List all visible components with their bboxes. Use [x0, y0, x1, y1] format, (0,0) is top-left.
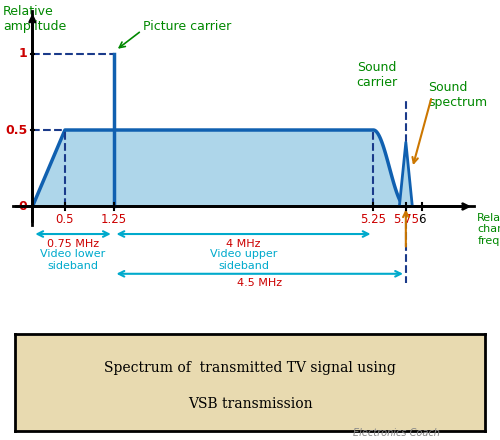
Polygon shape — [32, 130, 406, 206]
Text: 1.25: 1.25 — [100, 213, 126, 226]
Text: Relative
amplitude: Relative amplitude — [3, 4, 66, 33]
Text: Video upper
sideband: Video upper sideband — [210, 249, 277, 271]
Text: 0: 0 — [18, 200, 28, 213]
Text: 5.25: 5.25 — [360, 213, 386, 226]
Text: Sound
spectrum: Sound spectrum — [428, 81, 488, 109]
Text: 0.5: 0.5 — [5, 124, 28, 136]
Text: 5.75: 5.75 — [393, 213, 419, 226]
Text: Sound
carrier: Sound carrier — [356, 61, 397, 89]
Text: Electronics Coach: Electronics Coach — [353, 428, 440, 438]
Text: Relative
channel
frequency: Relative channel frequency — [478, 213, 500, 246]
Text: 6: 6 — [418, 213, 426, 226]
Text: Video lower
sideband: Video lower sideband — [40, 249, 106, 271]
Text: 0.5: 0.5 — [56, 213, 74, 226]
Text: 4 MHz: 4 MHz — [226, 238, 261, 249]
Polygon shape — [400, 142, 412, 206]
Text: VSB transmission: VSB transmission — [188, 397, 312, 411]
Text: 0.75 MHz: 0.75 MHz — [47, 238, 99, 249]
Text: 1: 1 — [18, 47, 28, 60]
Text: Spectrum of  transmitted TV signal using: Spectrum of transmitted TV signal using — [104, 361, 396, 375]
Text: 4.5 MHz: 4.5 MHz — [237, 279, 282, 288]
Text: Picture carrier: Picture carrier — [143, 19, 231, 33]
